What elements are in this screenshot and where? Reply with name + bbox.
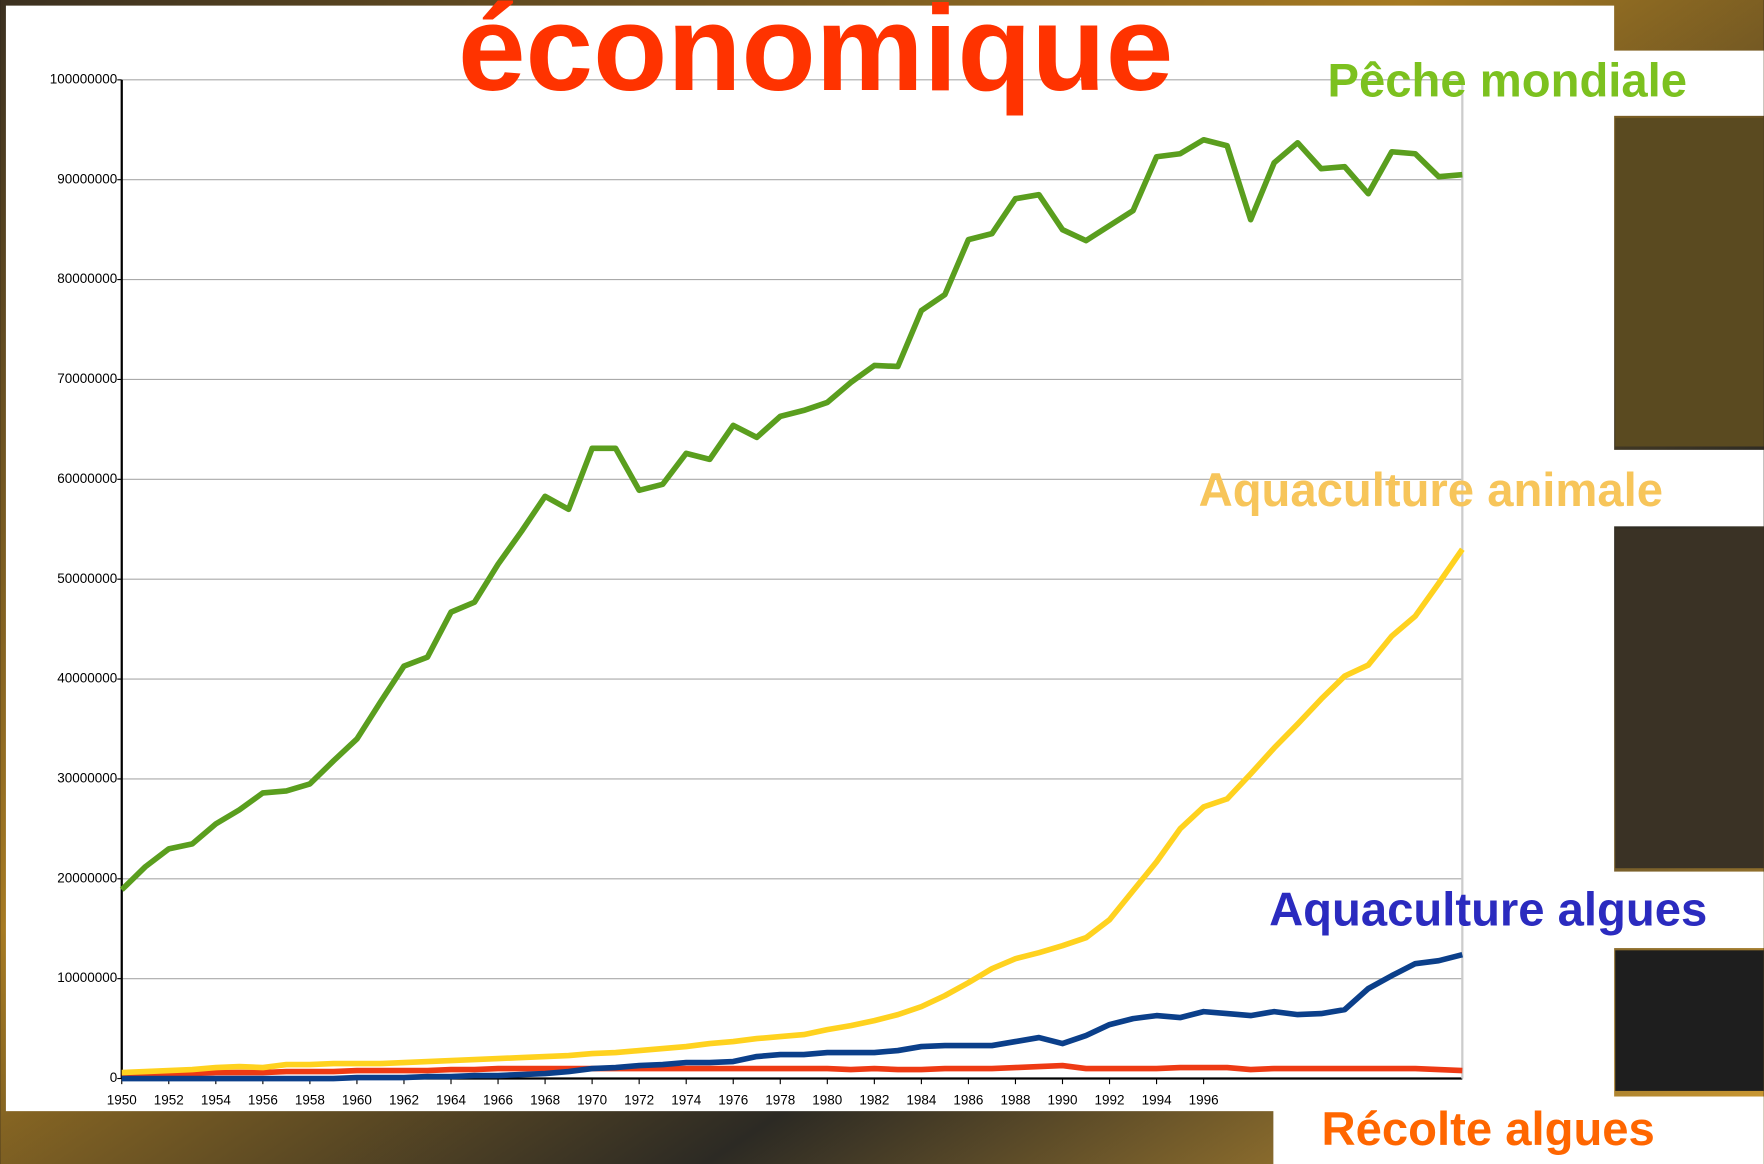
x-tick-label: 1960 [342,1093,372,1108]
y-tick-label: 20000000 [57,870,117,885]
x-tick-label: 1990 [1047,1093,1077,1108]
photo [1615,950,1763,1091]
x-tick-label: 1954 [201,1093,231,1108]
y-tick-label: 50000000 [57,571,117,586]
x-tick-label: 1988 [1000,1093,1030,1108]
legend-label: Pêche mondiale [1328,55,1688,108]
photo [1615,118,1763,446]
x-tick-label: 1982 [859,1093,889,1108]
x-tick-label: 1972 [624,1093,654,1108]
x-tick-label: 1978 [765,1093,795,1108]
x-tick-label: 1992 [1095,1093,1125,1108]
x-tick-label: 1976 [718,1093,748,1108]
y-tick-label: 10000000 [57,970,117,985]
x-tick-label: 1956 [248,1093,278,1108]
y-tick-label: 80000000 [57,271,117,286]
x-tick-label: 1964 [436,1093,466,1108]
y-tick-label: 70000000 [57,371,117,386]
y-tick-label: 90000000 [57,171,117,186]
x-tick-label: 1958 [295,1093,325,1108]
x-tick-label: 1974 [671,1093,701,1108]
x-tick-label: 1980 [812,1093,842,1108]
x-tick-label: 1962 [389,1093,419,1108]
y-tick-label: 40000000 [57,671,117,686]
legend-label: Aquaculture algues [1269,884,1707,937]
x-tick-label: 1950 [107,1093,137,1108]
y-tick-label: 0 [110,1070,118,1085]
legend-label: Récolte algues [1322,1103,1655,1156]
legend-label: Aquaculture animale [1199,464,1663,517]
x-tick-label: 1970 [577,1093,607,1108]
x-tick-label: 1968 [530,1093,560,1108]
x-tick-label: 1984 [906,1093,936,1108]
x-tick-label: 1986 [953,1093,983,1108]
y-tick-label: 60000000 [57,471,117,486]
x-tick-label: 1966 [483,1093,513,1108]
chart: 0 10000000 20000000 30000000 40000000 5000000… [0,0,1764,1164]
y-tick-label: 30000000 [57,770,117,785]
x-tick-label: 1996 [1189,1093,1219,1108]
x-tick-label: 1994 [1142,1093,1172,1108]
chart-title: économique [458,0,1173,116]
y-tick-label: 100000000 [50,71,117,86]
x-tick-label: 1952 [154,1093,184,1108]
photo [1615,529,1763,869]
